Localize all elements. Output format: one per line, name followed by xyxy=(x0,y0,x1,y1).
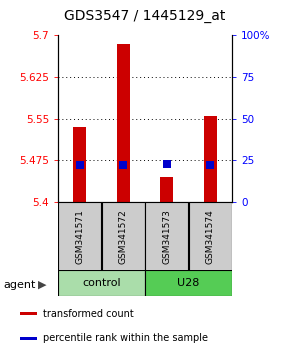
Bar xyxy=(20,312,37,315)
Text: control: control xyxy=(82,278,121,288)
Bar xyxy=(189,202,232,271)
Text: U28: U28 xyxy=(177,278,200,288)
Text: percentile rank within the sample: percentile rank within the sample xyxy=(43,333,208,343)
Text: transformed count: transformed count xyxy=(43,309,133,319)
Point xyxy=(77,162,82,168)
Text: ▶: ▶ xyxy=(38,280,46,290)
Bar xyxy=(20,337,37,340)
Bar xyxy=(160,177,173,202)
Bar xyxy=(145,202,188,271)
Point xyxy=(164,161,169,166)
Bar xyxy=(204,116,217,202)
Bar xyxy=(102,202,145,271)
Bar xyxy=(145,270,232,296)
Text: GSM341572: GSM341572 xyxy=(119,209,128,264)
Point xyxy=(208,162,213,168)
Text: GSM341574: GSM341574 xyxy=(206,209,215,264)
Bar xyxy=(58,202,101,271)
Text: GSM341571: GSM341571 xyxy=(75,209,84,264)
Text: agent: agent xyxy=(3,280,35,290)
Bar xyxy=(73,127,86,202)
Bar xyxy=(117,44,130,202)
Text: GSM341573: GSM341573 xyxy=(162,209,171,264)
Point xyxy=(121,162,126,168)
Bar xyxy=(58,270,145,296)
Text: GDS3547 / 1445129_at: GDS3547 / 1445129_at xyxy=(64,9,226,23)
